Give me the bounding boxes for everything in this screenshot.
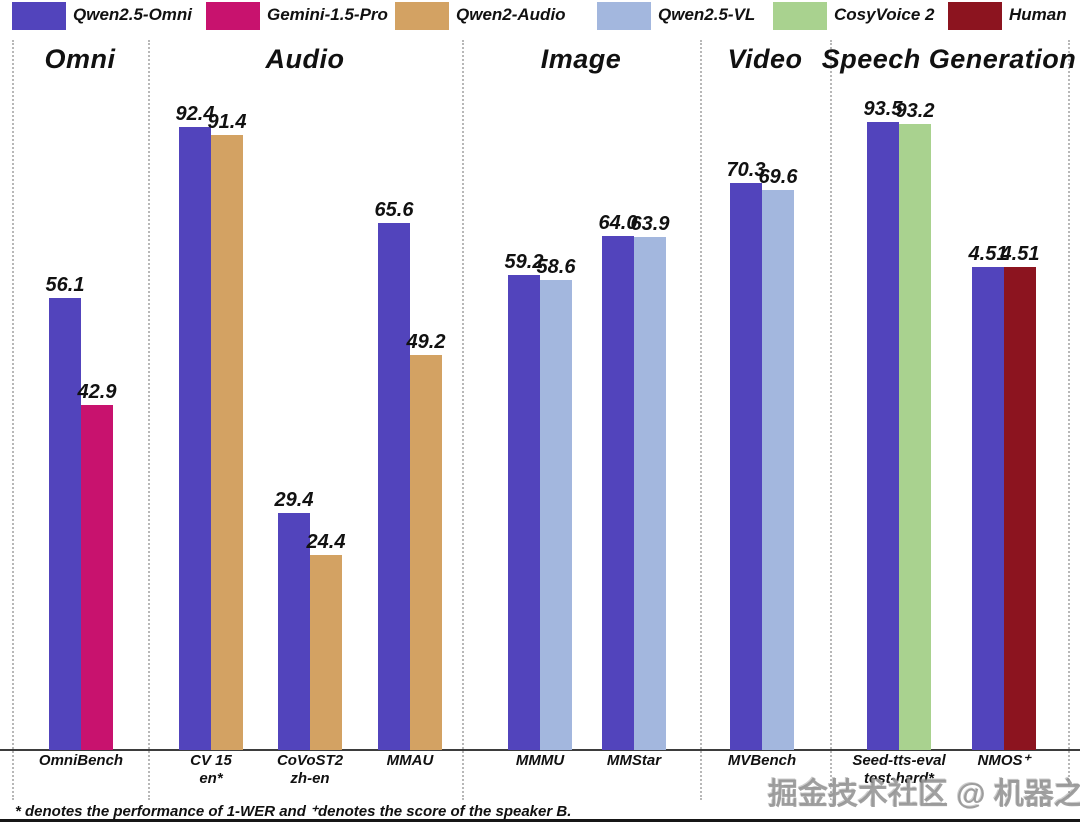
- value-label-gemini-1-5-pro: 42.9: [77, 381, 117, 403]
- section-separator: [462, 40, 464, 800]
- bar-mmmu-qwen2-5-omni: [508, 275, 540, 750]
- bar-seed-tts-eval-qwen2-5-omni: [867, 122, 899, 750]
- section-separator: [12, 40, 14, 800]
- legend-swatch-qwen2-audio: [395, 2, 449, 30]
- axis-label-covost2: CoVoST2 zh-en: [277, 752, 343, 788]
- axis-label-line: NMOS⁺: [977, 752, 1031, 769]
- axis-label-line: Seed-tts-eval: [852, 752, 946, 769]
- axis-label-line: MMAU: [386, 752, 434, 769]
- bar-mmau-qwen2-audio: [410, 355, 442, 750]
- value-label-qwen2-5-omni: 29.4: [274, 489, 314, 511]
- value-label-qwen2-5-omni: 70.3: [726, 159, 766, 181]
- section-title-video: Video: [727, 44, 803, 74]
- legend-label: Qwen2-Audio: [456, 5, 566, 24]
- bar-mvbench-qwen2-5-omni: [730, 183, 762, 750]
- section-title-omni: Omni: [44, 44, 116, 74]
- axis-label-mmmu: MMMU: [516, 752, 564, 770]
- value-label-qwen2-audio: 24.4: [306, 531, 346, 553]
- bar-omnibench-gemini-1-5-pro: [81, 405, 113, 750]
- bar-covost2-qwen2-5-omni: [278, 513, 310, 750]
- section-separator: [830, 40, 832, 800]
- legend-label: Gemini-1.5-Pro: [267, 5, 388, 24]
- value-label-qwen2-5-vl: 58.6: [536, 256, 576, 278]
- section-separator: [700, 40, 702, 800]
- legend: Qwen2.5-Omni Gemini-1.5-Pro Qwen2-Audio Qwe…: [0, 0, 1080, 34]
- value-label-cosyvoice-2: 93.2: [895, 100, 935, 122]
- bar-seed-tts-eval-cosyvoice-2: [899, 124, 931, 750]
- axis-label-line: MVBench: [727, 752, 797, 769]
- axis-label-omnibench: OmniBench: [39, 752, 123, 770]
- legend-swatch-human: [948, 2, 1002, 30]
- value-label-qwen2-5-omni: 65.6: [374, 199, 414, 221]
- axis-label-mmstar: MMStar: [607, 752, 661, 770]
- axis-label-line: test-hard*: [863, 770, 934, 787]
- value-label-qwen2-5-omni: 92.4: [175, 103, 215, 125]
- axis-label-seed-tts-eval: Seed-tts-eval test-hard*: [852, 752, 945, 788]
- legend-label: Qwen2.5-Omni: [73, 5, 193, 24]
- bar-nmos-human: [1004, 267, 1036, 750]
- axis-label-cv-15: CV 15 en*: [190, 752, 232, 788]
- bar-cv-15-qwen2-5-omni: [179, 127, 211, 750]
- bar-mmstar-qwen2-5-omni: [602, 236, 634, 750]
- legend-label: CosyVoice 2: [834, 5, 935, 24]
- section-title-audio: Audio: [265, 44, 345, 74]
- axis-label-line: MMStar: [606, 752, 662, 769]
- legend-swatch-qwen2-5-vl: [597, 2, 651, 30]
- value-label-qwen2-5-omni: 93.5: [863, 98, 903, 120]
- value-label-qwen2-audio: 91.4: [207, 111, 247, 133]
- bottom-rule: [0, 819, 1080, 822]
- section-separator: [148, 40, 150, 800]
- axis-label-line: MMMU: [515, 752, 565, 769]
- value-label-qwen2-audio: 49.2: [406, 331, 446, 353]
- value-label-qwen2-5-omni: 64.0: [598, 212, 638, 234]
- section-title-image: Image: [540, 44, 622, 74]
- legend-swatch-qwen2-5-omni: [12, 2, 66, 30]
- watermark: 掘金技术社区 @ 机器之心: [768, 778, 1080, 811]
- section-title-speech-generation: Speech Generation: [821, 44, 1077, 74]
- legend-swatch-gemini-1-5-pro: [206, 2, 260, 30]
- legend-swatch-cosyvoice-2: [773, 2, 827, 30]
- axis-label-line: en*: [199, 770, 223, 787]
- legend-label: Qwen2.5-VL: [658, 5, 756, 24]
- bar-mmau-qwen2-5-omni: [378, 223, 410, 750]
- axis-label-line: OmniBench: [38, 752, 124, 769]
- axis-label-line: CoVoST2: [276, 752, 344, 769]
- bar-covost2-qwen2-audio: [310, 555, 342, 750]
- value-label-human: 4.51: [1000, 243, 1040, 265]
- bar-mmmu-qwen2-5-vl: [540, 280, 572, 750]
- footnote: * denotes the performance of 1-WER and ⁺…: [15, 803, 572, 820]
- bar-mvbench-qwen2-5-vl: [762, 190, 794, 750]
- value-label-qwen2-5-vl: 69.6: [758, 166, 798, 188]
- x-axis-line: [0, 749, 1080, 751]
- axis-label-line: zh-en: [290, 770, 330, 787]
- axis-label-line: CV 15: [190, 752, 232, 769]
- axis-label-mvbench: MVBench: [728, 752, 796, 770]
- bar-cv-15-qwen2-audio: [211, 135, 243, 750]
- value-label-qwen2-5-omni: 59.2: [504, 251, 544, 273]
- value-label-qwen2-5-vl: 63.9: [630, 213, 670, 235]
- bar-nmos-qwen2-5-omni: [972, 267, 1004, 750]
- value-label-qwen2-5-omni: 56.1: [45, 274, 85, 296]
- axis-label-nmos: NMOS⁺: [978, 752, 1031, 770]
- bar-mmstar-qwen2-5-vl: [634, 237, 666, 750]
- bar-omnibench-qwen2-5-omni: [49, 298, 81, 750]
- legend-label: Human: [1009, 5, 1067, 24]
- value-label-qwen2-5-omni: 4.51: [968, 243, 1008, 265]
- axis-label-mmau: MMAU: [387, 752, 434, 770]
- section-separator: [1068, 40, 1070, 800]
